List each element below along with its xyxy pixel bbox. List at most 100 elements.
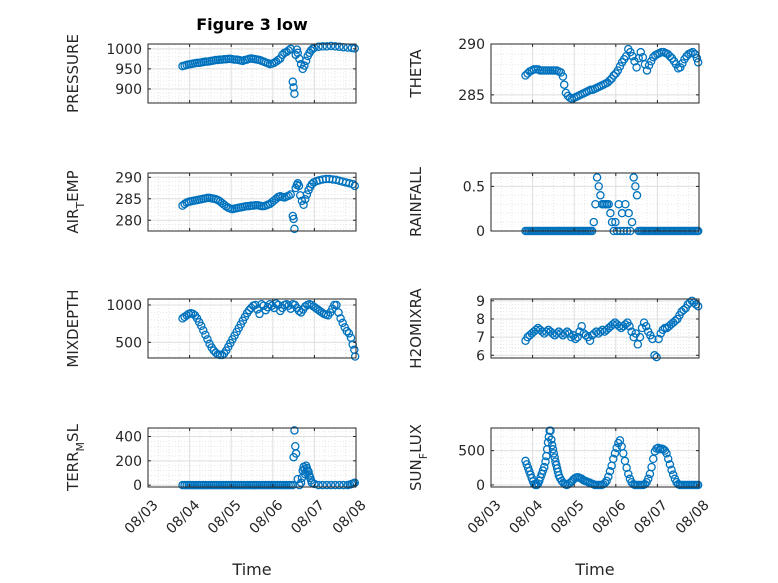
figure-title: Figure 3 low <box>196 15 308 34</box>
x-tick-label: 08/07 <box>288 497 328 537</box>
y-tick-label: 280 <box>115 213 142 229</box>
axes-box <box>490 427 700 488</box>
data-point <box>308 44 317 54</box>
data-point <box>556 68 566 77</box>
x-tick-label: 08/08 <box>330 497 370 537</box>
x-tick-label: 08/04 <box>506 497 546 537</box>
data-point <box>300 302 310 311</box>
data-point <box>615 62 625 71</box>
data-point <box>299 200 308 210</box>
data-point <box>322 480 332 490</box>
data-point <box>288 77 298 86</box>
data-point <box>607 217 617 227</box>
data-point <box>296 478 306 487</box>
data-point <box>604 472 613 481</box>
panel-rainfall: 0 0.5 RAINFALL <box>407 166 703 240</box>
y-tick-label: 9 <box>476 294 485 310</box>
data-point <box>606 208 615 218</box>
data-point <box>668 470 678 479</box>
data-point <box>667 465 676 475</box>
x-tick-label: 08/06 <box>247 497 287 537</box>
data-point <box>304 467 313 477</box>
data-point <box>539 462 549 472</box>
y-axis-label: SUNFLUX <box>407 424 430 491</box>
data-point <box>350 44 360 53</box>
data-point <box>621 199 630 209</box>
data-point <box>284 46 293 55</box>
data-point <box>547 435 556 444</box>
data-point <box>636 47 646 57</box>
data-point <box>547 440 557 450</box>
y-tick-label: 290 <box>458 37 485 53</box>
data-point <box>541 457 550 466</box>
data-point <box>632 191 642 200</box>
y-tick-label: 1000 <box>106 298 142 314</box>
data-point <box>330 42 340 51</box>
right-xlabel: Time <box>574 560 614 579</box>
series-theta <box>521 44 703 104</box>
panel-sun_flux: 0 500 08/03 08/04 08/05 08/06 08/07 08/08 SUNFLU… <box>407 424 713 537</box>
axes-box <box>490 298 700 359</box>
data-point <box>289 214 298 224</box>
axes-box <box>147 43 357 104</box>
data-point <box>654 334 663 344</box>
data-point <box>199 326 208 335</box>
data-point <box>658 325 668 335</box>
data-point <box>550 453 559 462</box>
data-point <box>610 449 620 458</box>
data-point <box>589 217 599 227</box>
axes-box <box>147 427 357 488</box>
y-tick-label: 285 <box>458 88 485 104</box>
data-point <box>641 321 651 331</box>
y-tick-label: 0 <box>476 478 485 494</box>
data-point <box>635 332 645 342</box>
data-point <box>532 480 542 490</box>
data-point <box>332 300 341 310</box>
data-point <box>581 331 591 340</box>
y-tick-label: 8 <box>476 312 485 328</box>
series-h2omixra <box>521 296 703 362</box>
series-pressure <box>178 41 360 99</box>
data-point <box>648 454 658 464</box>
data-point <box>575 327 584 336</box>
data-point <box>244 305 254 315</box>
data-point <box>314 42 323 52</box>
data-point <box>605 466 615 476</box>
panel-mixdepth: 500 1000 MIXDEPTH <box>64 289 360 368</box>
data-point <box>284 191 293 201</box>
data-point <box>271 299 281 308</box>
data-point <box>300 61 309 70</box>
data-point <box>609 71 618 80</box>
data-point <box>693 302 703 311</box>
y-tick-label: 6 <box>476 348 485 364</box>
x-tick-label: 08/05 <box>548 497 588 537</box>
y-tick-label: 7 <box>476 330 485 346</box>
data-point <box>300 194 310 204</box>
data-point <box>335 42 344 52</box>
data-point <box>692 53 702 63</box>
axes-box <box>490 172 700 232</box>
data-point <box>693 58 703 67</box>
plot-area <box>491 173 699 231</box>
axes-box <box>147 172 357 232</box>
y-axis-label: PRESSURE <box>64 34 82 113</box>
y-tick-label: 0 <box>133 478 142 494</box>
panel-pressure: 900 950 1000 PRESSURE <box>64 34 360 113</box>
data-point <box>294 181 304 191</box>
data-point <box>290 224 299 234</box>
data-point <box>690 49 700 59</box>
data-point <box>336 314 345 323</box>
data-point <box>567 332 576 342</box>
panel-h2omixra: 6 7 8 9 H2OMIXRA <box>407 288 703 369</box>
data-point <box>286 190 295 199</box>
data-point <box>188 309 198 319</box>
data-point <box>342 326 352 336</box>
series-terr_msl <box>178 426 360 490</box>
data-point <box>196 321 206 331</box>
x-tick-label: 08/08 <box>673 497 713 537</box>
data-point <box>652 352 661 362</box>
data-point <box>594 182 603 191</box>
x-tick-label: 08/04 <box>163 497 203 537</box>
data-point <box>322 42 332 51</box>
